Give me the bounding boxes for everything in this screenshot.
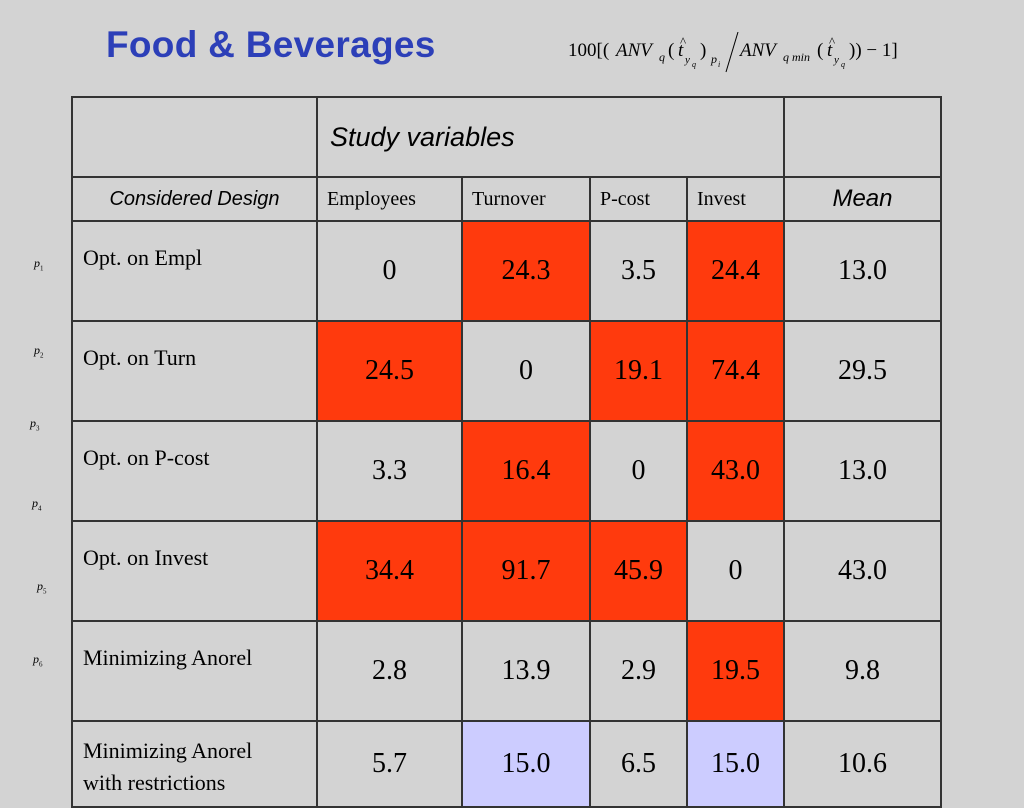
slide-title: Food & Beverages <box>106 24 436 65</box>
formula-sub-p: p <box>710 52 717 66</box>
svg-text:): ) <box>700 40 706 61</box>
mean-cell: 9.8 <box>783 620 942 722</box>
formula-sub-yq: q <box>692 60 696 69</box>
table-row: Minimizing Anorel with restrictions 5.7 … <box>71 720 942 808</box>
col-mean: Mean <box>783 176 942 222</box>
value-cell: 34.4 <box>316 520 463 622</box>
col-p-cost: P-cost <box>589 176 688 222</box>
results-table: Study variables Considered Design Employ… <box>71 96 942 808</box>
formula-sub-q: q <box>659 50 665 64</box>
value-cell: 2.8 <box>316 620 463 722</box>
formula-sub-qmin: q min <box>783 50 810 64</box>
value-cell: 24.3 <box>461 220 591 322</box>
mean-cell: 10.6 <box>783 720 942 808</box>
row-label-line2: with restrictions <box>83 770 226 795</box>
value-cell: 43.0 <box>686 420 785 522</box>
mean-cell: 13.0 <box>783 220 942 322</box>
design-p-label: p5 <box>37 579 47 596</box>
considered-design-label: Considered Design <box>71 176 318 222</box>
value-cell: 74.4 <box>686 320 785 422</box>
value-cell: 0 <box>316 220 463 322</box>
value-cell: 19.5 <box>686 620 785 722</box>
empty-mean-header-cell <box>783 96 942 178</box>
value-cell: 24.4 <box>686 220 785 322</box>
header-columns-row: Considered Design Employees Turnover P-c… <box>71 176 942 222</box>
table-row: Opt. on Turn 24.5 0 19.1 74.4 29.5 <box>71 320 942 422</box>
value-cell: 19.1 <box>589 320 688 422</box>
value-cell: 16.4 <box>461 420 591 522</box>
row-label: Minimizing Anorel with restrictions <box>71 720 318 808</box>
table-row: Minimizing Anorel 2.8 13.9 2.9 19.5 9.8 <box>71 620 942 722</box>
formula-sub-y: y <box>684 54 690 66</box>
svg-text:(: ( <box>668 40 674 61</box>
design-p-label: p6 <box>33 652 43 669</box>
svg-text:^: ^ <box>829 34 835 49</box>
table-row: Opt. on Empl 0 24.3 3.5 24.4 13.0 <box>71 220 942 322</box>
value-cell: 5.7 <box>316 720 463 808</box>
row-label: Minimizing Anorel <box>71 620 318 722</box>
value-cell: 3.3 <box>316 420 463 522</box>
svg-text:y: y <box>833 54 839 66</box>
table-row: Opt. on P-cost 3.3 16.4 0 43.0 13.0 <box>71 420 942 522</box>
design-p-label: p3 <box>30 416 40 433</box>
svg-text:t: t <box>827 40 833 61</box>
design-p-label: p1 <box>34 256 44 273</box>
formula-sub-i: i <box>718 60 720 69</box>
svg-text:(: ( <box>817 40 823 61</box>
formula: 100[( ANV q ( ^ t y q ) p i ANV q min ( … <box>568 32 898 73</box>
svg-text:q: q <box>841 60 845 69</box>
row-label: Opt. on Invest <box>71 520 318 622</box>
value-cell: 3.5 <box>589 220 688 322</box>
mean-cell: 29.5 <box>783 320 942 422</box>
formula-anv: ANV <box>614 40 654 61</box>
svg-text:^: ^ <box>680 34 686 49</box>
value-cell: 2.9 <box>589 620 688 722</box>
formula-prefix: 100[( <box>568 40 609 61</box>
col-employees: Employees <box>316 176 463 222</box>
col-turnover: Turnover <box>461 176 591 222</box>
row-label: Opt. on Turn <box>71 320 318 422</box>
header-study-row: Study variables <box>71 96 942 178</box>
formula-anv-den: ANV <box>738 40 778 61</box>
value-cell: 15.0 <box>461 720 591 808</box>
value-cell: 13.9 <box>461 620 591 722</box>
value-cell: 91.7 <box>461 520 591 622</box>
mean-cell: 43.0 <box>783 520 942 622</box>
value-cell: 45.9 <box>589 520 688 622</box>
value-cell: 0 <box>461 320 591 422</box>
value-cell: 0 <box>589 420 688 522</box>
design-p-label: p4 <box>32 496 42 513</box>
mean-cell: 13.0 <box>783 420 942 522</box>
design-p-label: p2 <box>34 343 44 360</box>
value-cell: 0 <box>686 520 785 622</box>
formula-t: t <box>678 40 684 61</box>
value-cell: 24.5 <box>316 320 463 422</box>
formula-suffix: )) − 1] <box>849 40 898 61</box>
value-cell: 15.0 <box>686 720 785 808</box>
row-label: Opt. on P-cost <box>71 420 318 522</box>
row-label: Opt. on Empl <box>71 220 318 322</box>
row-label-line1: Minimizing Anorel <box>83 738 253 764</box>
table-row: Opt. on Invest 34.4 91.7 45.9 0 43.0 <box>71 520 942 622</box>
value-cell: 6.5 <box>589 720 688 808</box>
empty-header-cell <box>71 96 318 178</box>
col-invest: Invest <box>686 176 785 222</box>
study-variables-label: Study variables <box>316 96 785 178</box>
